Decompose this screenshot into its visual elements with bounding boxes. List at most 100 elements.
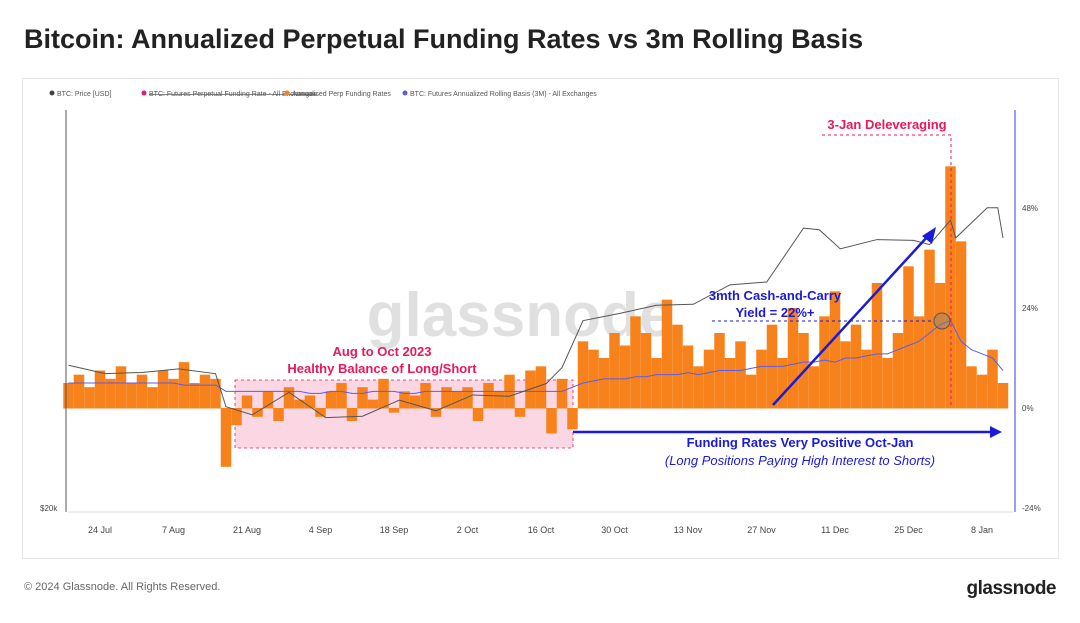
funding-bar [304,395,316,409]
funding-bar [115,366,127,409]
funding-bar [63,383,74,409]
funding-bar [577,341,589,409]
legend-marker [49,90,55,96]
funding-bar [294,399,305,409]
funding-bar [252,408,263,417]
funding-bar [357,387,368,409]
funding-sublabel: (Long Positions Paying High Interest to … [665,453,935,468]
funding-bar [409,395,421,409]
funding-bar [661,299,673,409]
funding-bar [630,316,641,409]
funding-bar [829,291,841,409]
funding-bar [693,366,704,409]
funding-bar [231,408,242,426]
funding-bar [903,266,914,409]
legend-marker [141,90,147,96]
deleveraging-marker [822,134,952,408]
aug-oct-label: Aug to Oct 2023 [333,344,432,359]
funding-bar [472,408,484,421]
right-tick: 48% [1022,204,1038,213]
funding-bar [682,345,694,409]
funding-bar [640,333,652,409]
funding-bar [168,378,179,409]
funding-bar [546,408,557,434]
funding-bar [966,366,977,409]
funding-bar [325,391,337,409]
aug-oct-sublabel: Healthy Balance of Long/Short [287,361,477,376]
funding-bar [199,374,211,409]
funding-bar [147,387,158,409]
funding-bar [588,349,599,409]
funding-bar [220,408,232,467]
deleveraging-label: 3-Jan Deleveraging [827,117,946,132]
funding-bar [567,408,578,430]
funding-bar [735,341,746,409]
page-title: Bitcoin: Annualized Perpetual Funding Ra… [24,24,864,54]
funding-bar [441,387,452,409]
legend-item: Annualised Perp Funding Rates [292,91,391,98]
funding-bar [934,283,946,409]
watermark: glassnode [367,281,674,350]
funding-bar [598,358,610,409]
funding-bar [136,374,148,409]
right-tick: 0% [1022,404,1034,413]
funding-bar [892,333,904,409]
legend-marker [402,90,408,96]
x-tick: 11 Dec [821,525,849,535]
funding-bar [189,383,200,409]
funding-bar [126,383,137,409]
funding-bar [399,391,410,409]
x-tick: 21 Aug [233,525,261,535]
funding-bar [924,249,935,409]
funding-bar [241,395,253,409]
left-tick: $20k [40,504,58,513]
basis-line [68,319,1004,394]
x-tick: 4 Sep [309,525,333,535]
funding-bar [882,358,893,409]
funding-bar [84,387,95,409]
x-tick: 30 Oct [601,525,628,535]
funding-bar [913,316,925,409]
funding-bar [703,349,715,409]
chart-card [22,78,1059,559]
funding-bar [787,308,799,409]
funding-bar [420,383,431,409]
funding-bar [210,378,221,409]
funding-bar [672,324,683,409]
funding-bar [745,374,757,409]
funding-bar [840,341,851,409]
funding-bar [336,383,347,409]
funding-bar [378,378,389,409]
funding-series [63,166,1009,467]
funding-bar [724,358,736,409]
funding-bar [462,387,473,409]
yield-label: 3mth Cash-and-Carry [709,288,842,303]
x-tick: 24 Jul [88,525,112,535]
funding-bar [619,345,631,409]
funding-bar [451,391,463,409]
price-line [68,207,1004,419]
funding-bar [955,241,967,409]
funding-bar [997,383,1009,409]
funding-bar [535,366,547,409]
funding-bar [777,358,788,409]
funding-bar [987,349,998,409]
legend-marker [284,90,290,96]
funding-label: Funding Rates Very Positive Oct-Jan [687,435,914,450]
funding-bar [850,324,862,409]
funding-bar [609,333,620,409]
right-tick: -24% [1022,504,1041,513]
funding-bar [945,166,956,409]
yield-sublabel: Yield = 22%+ [735,305,814,320]
legend-item: BTC: Futures Perpetual Funding Rate - Al… [149,91,317,98]
yield-marker-circle [933,312,951,330]
yield-arrowhead [922,227,936,244]
x-tick: 25 Dec [894,525,923,535]
funding-bar [756,349,767,409]
funding-bar [283,387,295,409]
funding-bar [819,316,830,409]
copyright: © 2024 Glassnode. All Rights Reserved. [24,581,221,593]
funding-bar [976,374,988,409]
x-tick: 8 Jan [971,525,993,535]
